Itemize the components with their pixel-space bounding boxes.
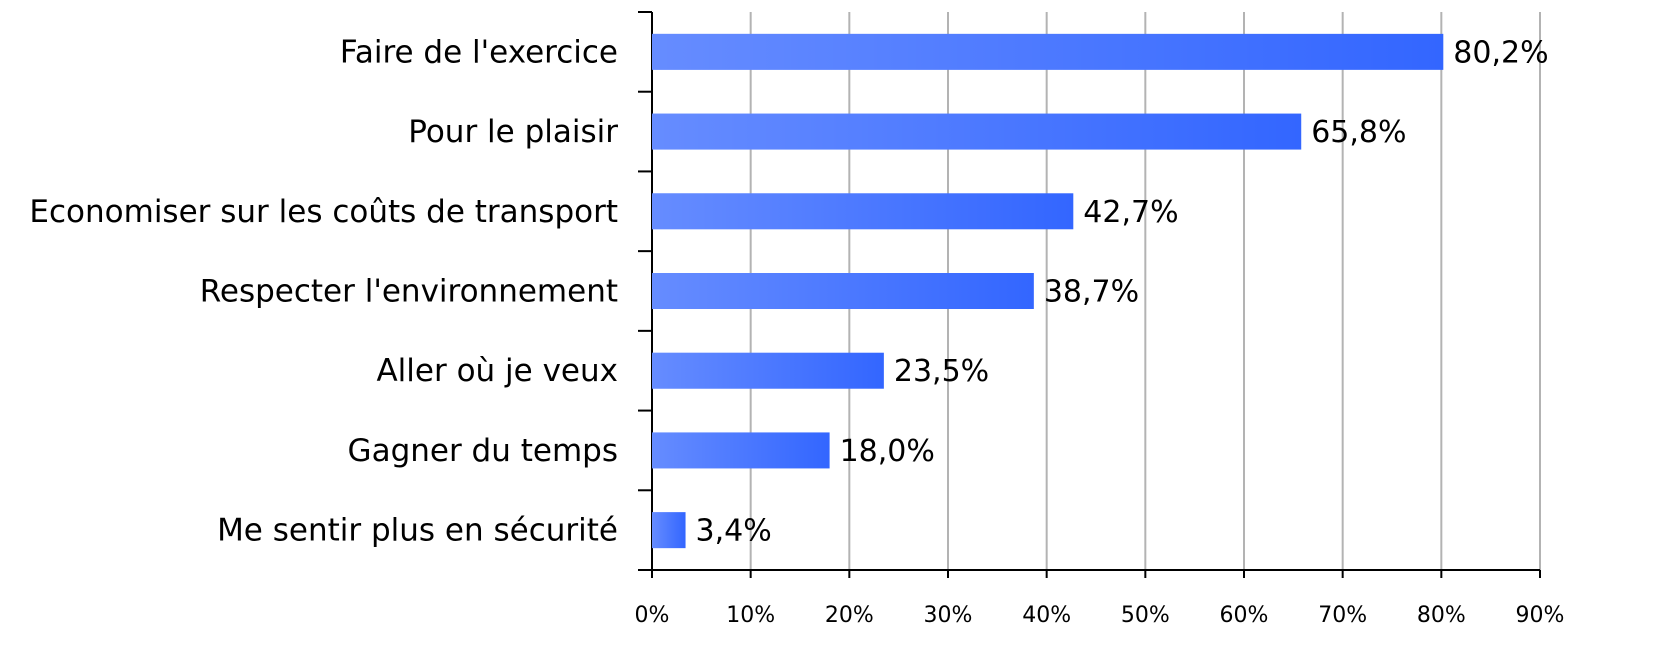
y-tick-label: Me sentir plus en sécurité xyxy=(217,513,618,549)
x-tick-label: 80% xyxy=(1417,603,1466,628)
x-tick-label: 0% xyxy=(635,603,670,628)
y-tick-label: Pour le plaisir xyxy=(408,114,618,150)
y-tick-label: Economiser sur les coûts de transport xyxy=(29,194,618,230)
bar-shine xyxy=(652,193,1074,230)
y-tick-label: Respecter l'environnement xyxy=(200,274,618,310)
value-label: 18,0% xyxy=(840,434,935,469)
value-label: 65,8% xyxy=(1311,115,1406,150)
value-label: 3,4% xyxy=(696,514,772,549)
x-tick-label: 40% xyxy=(1022,603,1071,628)
value-label: 38,7% xyxy=(1044,275,1139,310)
bar-shine xyxy=(652,273,1034,309)
bar-shine xyxy=(652,432,830,469)
x-tick-label: 60% xyxy=(1220,603,1269,628)
y-tick-label: Faire de l'exercice xyxy=(340,34,618,70)
x-tick-label: 90% xyxy=(1516,603,1565,628)
y-tick-label: Aller où je veux xyxy=(376,353,618,389)
x-tick-label: 20% xyxy=(825,603,874,628)
bar-shine xyxy=(652,512,686,549)
bar-shine xyxy=(652,33,1444,70)
bar-shine xyxy=(652,113,1302,150)
x-tick-label: 50% xyxy=(1121,603,1170,628)
value-label: 23,5% xyxy=(894,354,989,389)
x-tick-label: 30% xyxy=(924,603,973,628)
value-label: 42,7% xyxy=(1083,195,1178,230)
x-tick-label: 70% xyxy=(1318,603,1367,628)
value-label: 80,2% xyxy=(1453,35,1548,70)
bar-shine xyxy=(652,352,884,389)
y-tick-label: Gagner du temps xyxy=(348,433,618,469)
x-tick-label: 10% xyxy=(726,603,775,628)
